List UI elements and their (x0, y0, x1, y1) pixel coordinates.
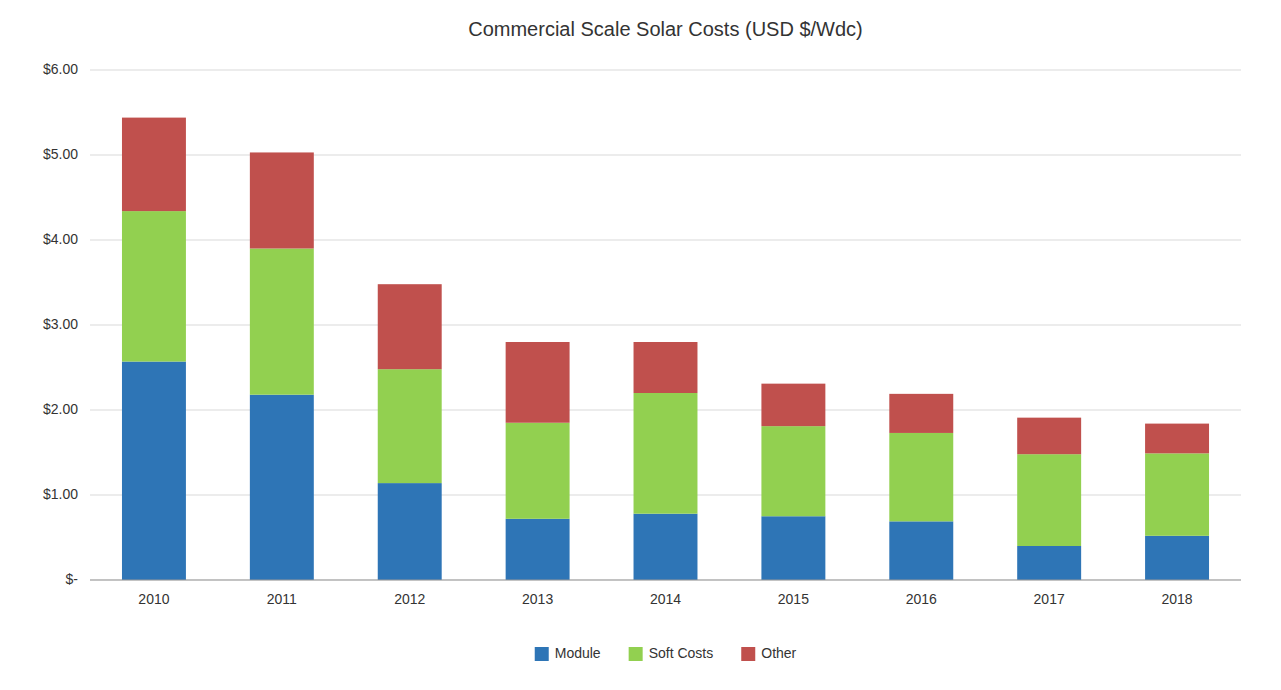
bar: Other: 0.95 (506, 342, 570, 423)
bar: Module: 0.78 (634, 514, 698, 580)
x-tick-label: 2018 (1161, 591, 1192, 607)
bar: Soft Costs: 1.77 (122, 211, 186, 361)
x-tick-label: 2014 (650, 591, 681, 607)
y-tick-label: $1.00 (43, 486, 78, 502)
y-tick-label: $- (66, 571, 79, 587)
bar: Other: 1.13 (250, 152, 314, 248)
bar: Module: 0.69 (889, 521, 953, 580)
bar: Other: 0.46 (889, 394, 953, 433)
bar: Module: 1.14 (378, 483, 442, 580)
bar: Soft Costs: 1.34 (378, 369, 442, 483)
bars: Module: 2.57Soft Costs: 1.77Other: 1.1 Mo… (122, 118, 1209, 580)
legend-swatch (629, 647, 643, 661)
legend-label: Other (761, 645, 796, 661)
bar: Soft Costs: 1.06 (761, 426, 825, 516)
x-tick-label: 2013 (522, 591, 553, 607)
bar: Module: 0.72 (506, 519, 570, 580)
x-tick-label: 2012 (394, 591, 425, 607)
grid (90, 70, 1241, 580)
legend-swatch (535, 647, 549, 661)
y-tick-label: $2.00 (43, 401, 78, 417)
legend-swatch (741, 647, 755, 661)
grid-line (90, 70, 1241, 71)
x-tick-label: 2011 (267, 591, 297, 607)
legend-item: Other (741, 645, 796, 661)
y-tick-label: $3.00 (43, 316, 78, 332)
chart-title: Commercial Scale Solar Costs (USD $/Wdc) (468, 18, 863, 40)
bar: Soft Costs: 1.42 (634, 393, 698, 514)
legend-item: Module (535, 645, 601, 661)
bar: Other: 1 (378, 284, 442, 369)
bar: Other: 0.43 (1017, 418, 1081, 455)
grid-line (90, 580, 1241, 581)
x-axis-line (90, 580, 1241, 581)
x-tick-label: 2017 (1034, 591, 1065, 607)
legend-item: Soft Costs (629, 645, 714, 661)
bar: Other: 0.5 (761, 384, 825, 427)
bar: Soft Costs: 1.13 (506, 423, 570, 519)
chart: Commercial Scale Solar Costs (USD $/Wdc)… (0, 0, 1281, 690)
bar: Soft Costs: 1.72 (250, 249, 314, 395)
x-tick-label: 2015 (778, 591, 809, 607)
x-tick-label: 2016 (906, 591, 937, 607)
bar: Other: 0.35 (1145, 424, 1209, 454)
bar: Other: 0.6 (634, 342, 698, 393)
bar: Module: 2.18 (250, 395, 314, 580)
x-tick-label: 2010 (138, 591, 169, 607)
bar: Soft Costs: 1.04 (889, 433, 953, 521)
y-tick-label: $5.00 (43, 146, 78, 162)
bar: Other: 1.1 (122, 118, 186, 212)
legend-label: Soft Costs (649, 645, 714, 661)
bar: Module: 0.75 (761, 516, 825, 580)
legend: Module Soft Costs Other (535, 645, 797, 661)
bar: Module: 2.57 (122, 362, 186, 580)
y-tick-label: $6.00 (43, 61, 78, 77)
bar: Soft Costs: 0.97 (1145, 453, 1209, 535)
bar: Module: 0.4 (1017, 546, 1081, 580)
legend-label: Module (555, 645, 601, 661)
bar: Module: 0.52 (1145, 536, 1209, 580)
y-tick-label: $4.00 (43, 231, 78, 247)
bar: Soft Costs: 1.08 (1017, 454, 1081, 546)
